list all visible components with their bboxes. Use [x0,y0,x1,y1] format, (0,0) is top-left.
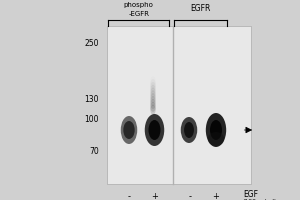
Text: EGF: EGF [243,190,258,199]
Ellipse shape [150,105,156,115]
Ellipse shape [210,120,222,140]
Ellipse shape [145,114,164,146]
Ellipse shape [121,116,137,144]
Text: phospho: phospho [124,2,154,8]
Ellipse shape [150,96,156,106]
Ellipse shape [150,99,156,109]
Text: -EGFR: -EGFR [128,11,149,17]
Text: 250: 250 [85,40,99,48]
Ellipse shape [150,82,156,92]
Text: EGFR: EGFR [190,4,210,13]
Text: +: + [213,192,219,200]
Text: -: - [128,192,130,200]
Bar [106,26,250,184]
Ellipse shape [181,117,197,143]
Ellipse shape [150,90,156,100]
Text: (100ng/ml): (100ng/ml) [243,199,278,200]
Ellipse shape [206,113,226,147]
Ellipse shape [150,93,156,103]
Text: 70: 70 [89,148,99,156]
Ellipse shape [150,88,156,98]
Text: 100: 100 [85,116,99,124]
Ellipse shape [184,122,194,138]
Ellipse shape [208,132,224,146]
Ellipse shape [148,120,160,140]
Ellipse shape [123,121,135,139]
Text: -: - [189,192,192,200]
Ellipse shape [150,85,156,95]
Text: 130: 130 [85,96,99,104]
Ellipse shape [150,102,156,112]
Text: +: + [151,192,158,200]
